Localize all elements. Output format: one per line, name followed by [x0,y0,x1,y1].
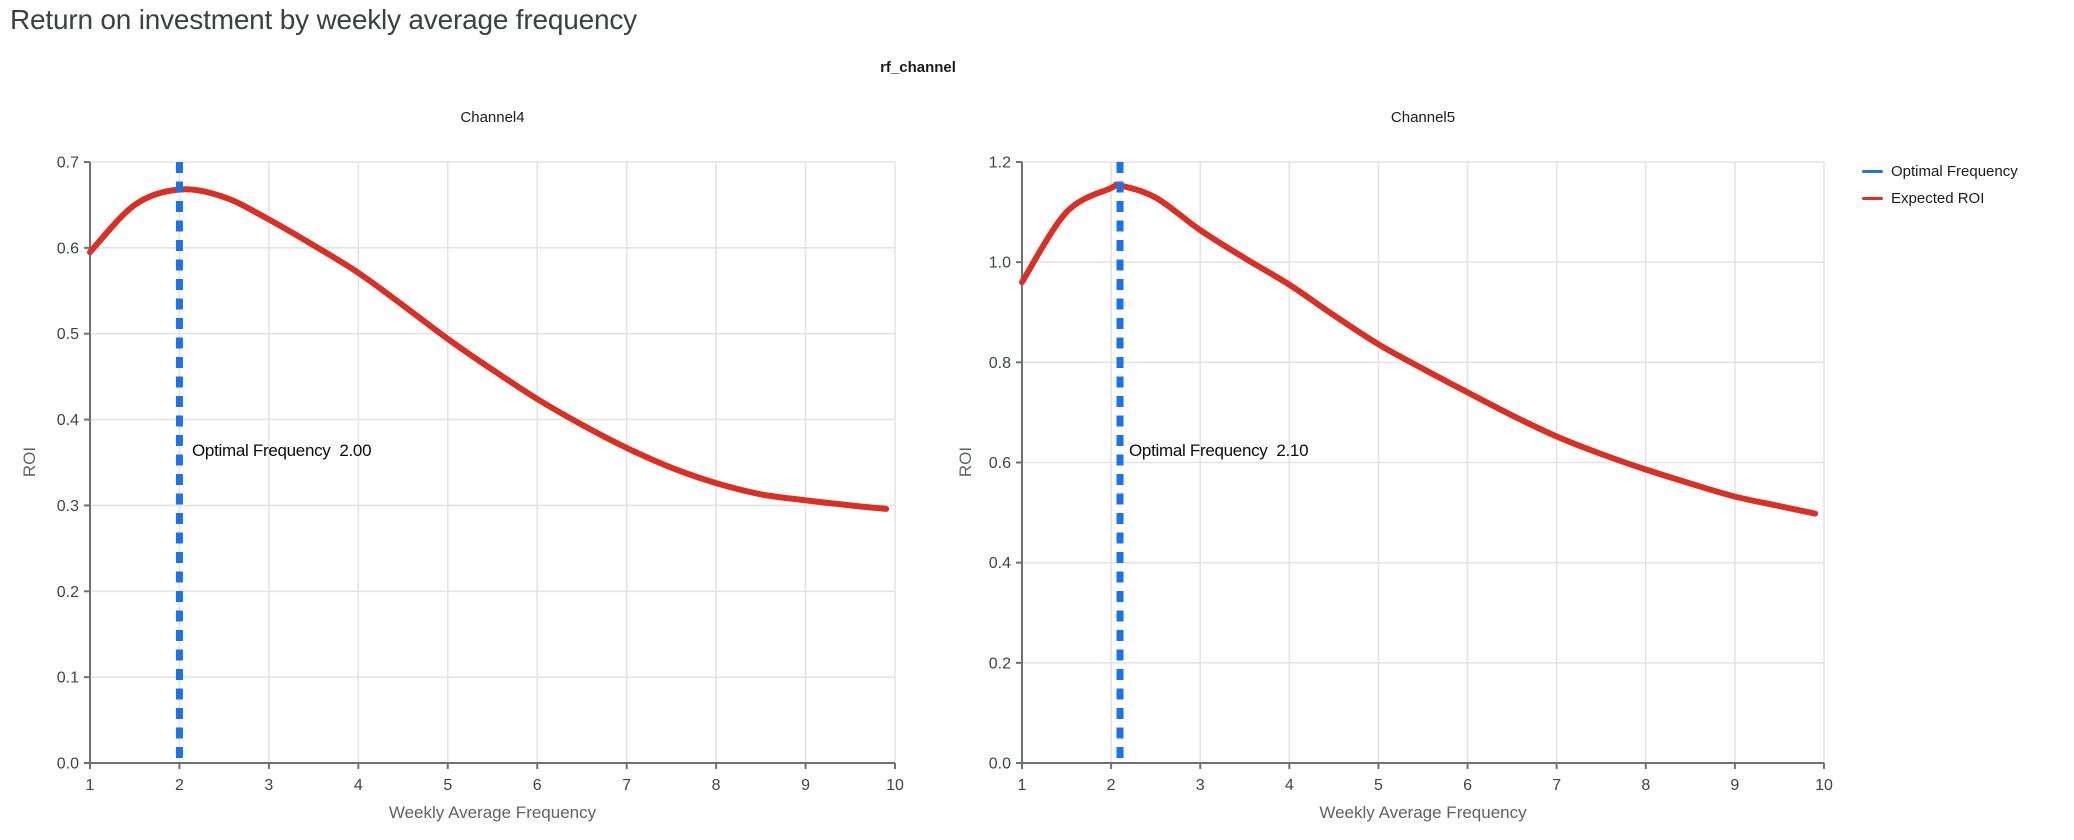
y-tick-label: 0.6 [57,240,79,257]
expected-roi-line-swatch [1862,196,1883,200]
x-axis-title-channel5: Weekly Average Frequency [1319,803,1527,822]
y-tick-label: 1.2 [989,155,1011,172]
legend: Optimal Frequency Expected ROI [1862,161,2018,208]
x-tick-label: 3 [1196,777,1205,794]
expected-roi-line [87,186,890,512]
x-tick-label: 6 [533,777,542,794]
y-tick-label: 0.8 [989,355,1011,372]
x-tick-label: 5 [1374,777,1383,794]
optimal-frequency-annotation-channel5: Optimal Frequency 2.10 [1129,441,1309,460]
x-tick-label: 9 [801,777,810,794]
x-tick-label: 8 [712,777,721,794]
facet-title: rf_channel [880,59,956,76]
y-tick-label: 0.4 [57,412,79,429]
legend-item-optimal-frequency: Optimal Frequency [1862,161,2018,181]
x-tick-label: 4 [354,777,363,794]
x-tick-label: 1 [86,777,95,794]
expected-roi-line [1019,181,1819,517]
x-tick-label: 7 [1552,777,1561,794]
y-tick-label: 0.3 [57,498,79,515]
x-tick-label: 5 [443,777,452,794]
x-tick-label: 6 [1463,777,1472,794]
y-tick-label: 0.4 [989,555,1011,572]
x-tick-label: 2 [175,777,184,794]
legend-item-expected-roi: Expected ROI [1862,188,2018,208]
optimal-frequency-annotation-channel4: Optimal Frequency 2.00 [192,441,372,460]
x-tick-label: 2 [1107,777,1116,794]
x-tick-label: 10 [886,777,904,794]
y-tick-label: 0.2 [57,584,79,601]
x-tick-label: 7 [622,777,631,794]
y-tick-label: 0.2 [989,655,1011,672]
y-tick-label: 0.0 [989,756,1011,773]
chart-channel4: 1 2 3 4 5 6 7 8 9 10 0.0 0.1 0.2 0.3 0.4 0.5 0.6 0.7 [57,155,904,795]
y-tick-label: 0.5 [57,326,79,343]
chart-title-channel5: Channel5 [1390,109,1456,126]
x-tick-label: 9 [1730,777,1739,794]
x-tick-label: 1 [1018,777,1027,794]
y-tick-label: 1.0 [989,255,1011,272]
y-tick-label: 0.0 [57,756,79,773]
chart-channel5: 1 2 3 4 5 6 7 8 9 10 0.0 0.2 0.4 0.6 0.8 1.0 1.2 [989,155,1833,795]
optimal-frequency-line-swatch [1862,169,1883,173]
page-title: Return on investment by weekly average f… [10,4,637,35]
x-tick-label: 4 [1285,777,1294,794]
x-tick-label: 8 [1641,777,1650,794]
legend-label: Optimal Frequency [1891,162,2018,180]
legend-label: Expected ROI [1891,189,1985,207]
y-tick-label: 0.6 [989,455,1011,472]
y-tick-label: 0.7 [57,155,79,172]
x-tick-label: 10 [1815,777,1833,794]
x-tick-label: 3 [264,777,273,794]
x-axis-title-channel4: Weekly Average Frequency [388,803,597,822]
y-tick-label: 0.1 [57,670,79,687]
chart-title-channel4: Channel4 [460,109,525,126]
